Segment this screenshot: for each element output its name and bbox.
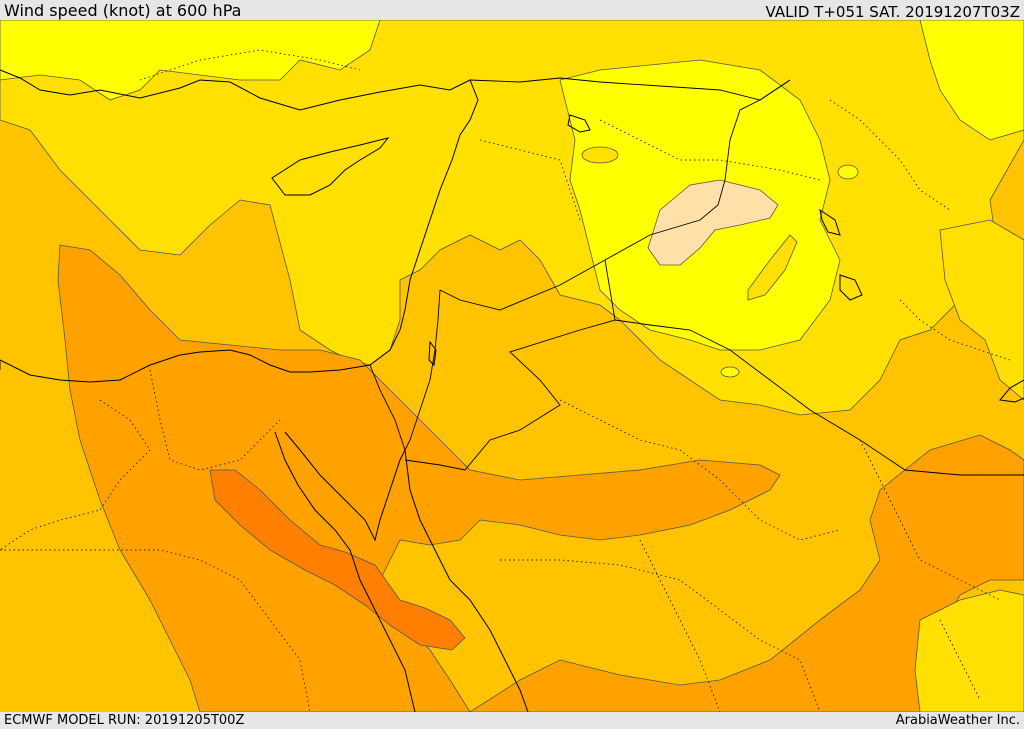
wind-speed-band-moderate-high-west xyxy=(57,244,781,712)
province-border xyxy=(479,139,581,221)
cyprus-coast xyxy=(271,137,390,196)
israel-jordan-border xyxy=(404,289,441,451)
wind-speed-cell xyxy=(837,164,859,180)
wind-speed-band-low-northwest xyxy=(0,20,381,101)
levant-coast xyxy=(369,134,461,366)
persian-gulf-coast xyxy=(999,379,1024,403)
dead-sea-coast xyxy=(428,340,437,367)
province-border xyxy=(500,559,821,712)
province-border xyxy=(599,119,821,181)
country-borders xyxy=(0,77,1024,476)
wind-speed-band-moderate-low-southeast xyxy=(914,589,1024,712)
wind-speed-map xyxy=(0,20,1024,712)
wind-speed-band-lowest xyxy=(647,179,779,266)
map-area xyxy=(0,20,1024,712)
map-title: Wind speed (knot) at 600 hPa xyxy=(4,1,242,20)
egypt-israel-border xyxy=(369,364,406,451)
province-border xyxy=(0,549,311,712)
wind-speed-cell xyxy=(747,234,798,301)
saudi-iraq-border xyxy=(614,319,1024,476)
province-borders xyxy=(0,49,1011,712)
coastlines xyxy=(0,69,1024,712)
wind-speed-band-low-northeast xyxy=(919,20,1024,141)
egypt-coast xyxy=(0,349,371,383)
jordan-border xyxy=(404,259,616,471)
arabia-red-sea-coast xyxy=(404,449,529,712)
lake-coast xyxy=(819,208,841,236)
wind-speed-cell xyxy=(720,366,740,378)
model-run: ECMWF MODEL RUN: 20191205T00Z xyxy=(4,713,245,728)
province-border xyxy=(559,399,841,541)
wind-speed-band-moderate-low-east xyxy=(939,219,1024,401)
lake-coast xyxy=(567,114,591,133)
syria-iraq-border xyxy=(469,77,791,101)
header-bar: Wind speed (knot) at 600 hPa VALID T+051… xyxy=(0,0,1024,21)
valid-time: VALID T+051 SAT. 20191207T03Z xyxy=(765,3,1020,21)
wind-speed-band-high xyxy=(209,469,466,651)
syria-iraq-border-east xyxy=(439,79,791,311)
sinai-coast xyxy=(284,431,406,542)
gulf-of-suez-coast xyxy=(274,431,416,712)
lake-coast xyxy=(839,274,863,301)
credit: ArabiaWeather Inc. xyxy=(895,713,1020,728)
province-border xyxy=(149,369,281,471)
province-border xyxy=(939,619,981,701)
province-border xyxy=(899,299,1011,361)
province-border xyxy=(139,49,361,81)
footer-bar: ECMWF MODEL RUN: 20191205T00Z ArabiaWeat… xyxy=(0,712,1024,729)
wind-speed-cell xyxy=(581,146,619,164)
province-border xyxy=(859,439,1001,601)
